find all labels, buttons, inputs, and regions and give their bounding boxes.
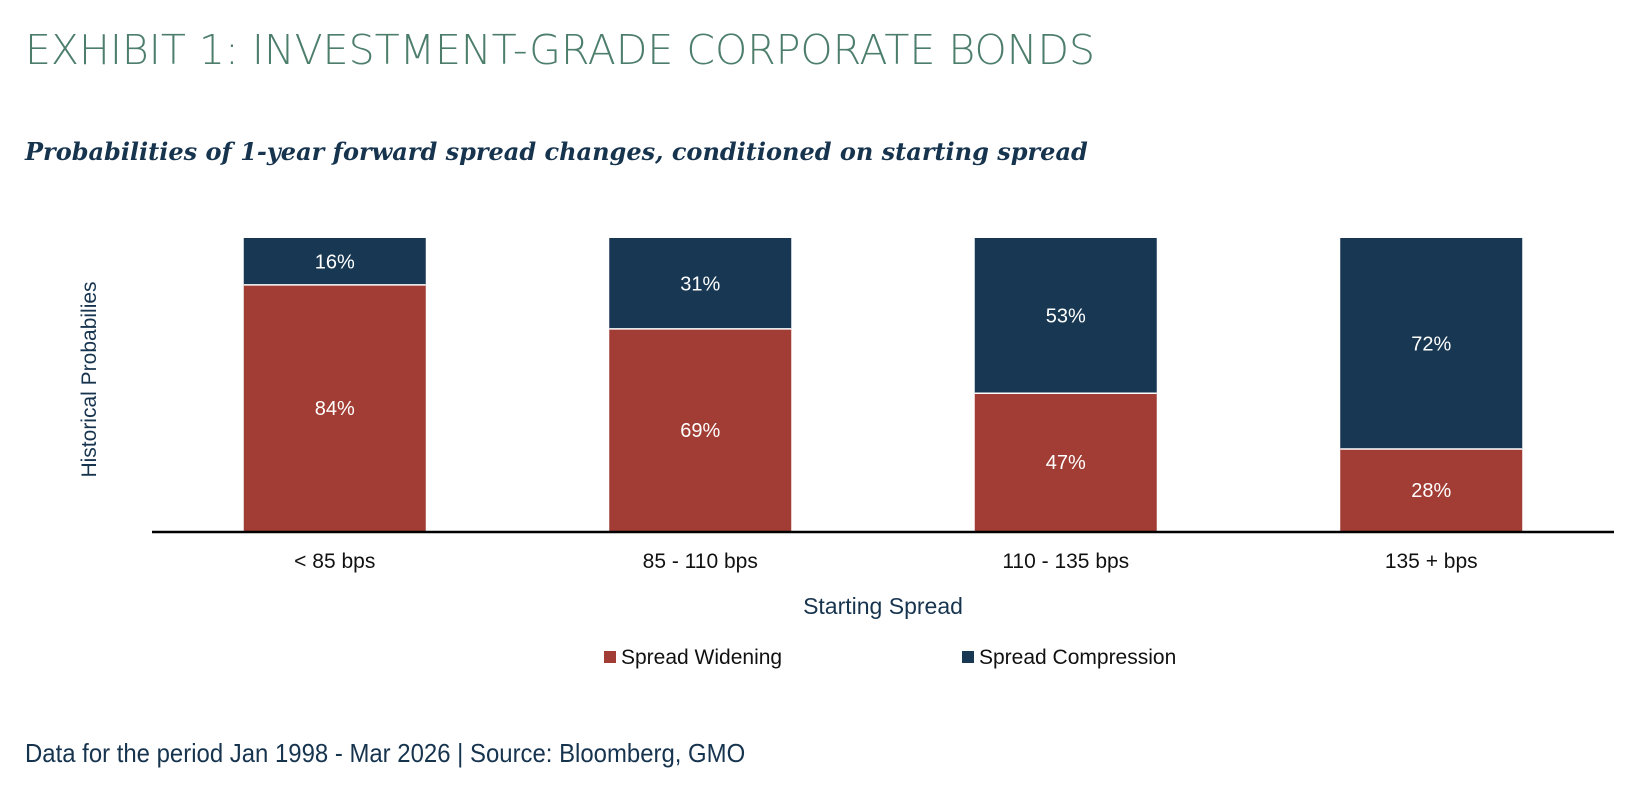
bar-segment-widening — [974, 393, 1157, 531]
x-axis-title: Starting Spread — [803, 593, 963, 619]
bar-segment-compression — [243, 238, 426, 285]
data-label: 84% — [315, 398, 355, 420]
x-tick-label: 110 - 135 bps — [1002, 550, 1129, 573]
chart-subtitle: Probabilities of 1-year forward spread c… — [25, 137, 1088, 166]
legend-label-widening: Spread Widening — [621, 646, 782, 669]
data-label: 28% — [1411, 480, 1451, 502]
data-label: 47% — [1046, 452, 1086, 474]
exhibit-title: EXHIBIT 1: INVESTMENT-GRADE CORPORATE BO… — [25, 26, 1096, 74]
stacked-bar-chart: 84% 16% < 85 bps 69% 31% 85 - 110 bps 47% 53% 11… — [78, 238, 1614, 669]
source-footnote: Data for the period Jan 1998 - Mar 2026 … — [25, 738, 746, 768]
bar-segment-widening — [243, 284, 426, 531]
bar-segment-compression — [974, 238, 1157, 394]
data-label: 53% — [1046, 306, 1086, 328]
data-label: 16% — [315, 251, 355, 273]
bar-segment-compression — [1340, 238, 1523, 449]
data-label: 72% — [1411, 333, 1451, 355]
bar-segment-widening — [609, 328, 792, 531]
legend-label-compression: Spread Compression — [979, 646, 1176, 669]
x-tick-label: < 85 bps — [294, 550, 375, 573]
bar-segment-compression — [609, 238, 792, 329]
legend-swatch-compression — [962, 651, 974, 663]
x-tick-label: 85 - 110 bps — [643, 550, 758, 573]
y-axis-title: Historical Probabilies — [78, 281, 101, 477]
data-label: 69% — [680, 420, 720, 442]
x-tick-label: 135 + bps — [1385, 550, 1478, 573]
data-label: 31% — [680, 273, 720, 295]
legend-swatch-widening — [604, 651, 616, 663]
bar-segment-widening — [1340, 448, 1523, 531]
